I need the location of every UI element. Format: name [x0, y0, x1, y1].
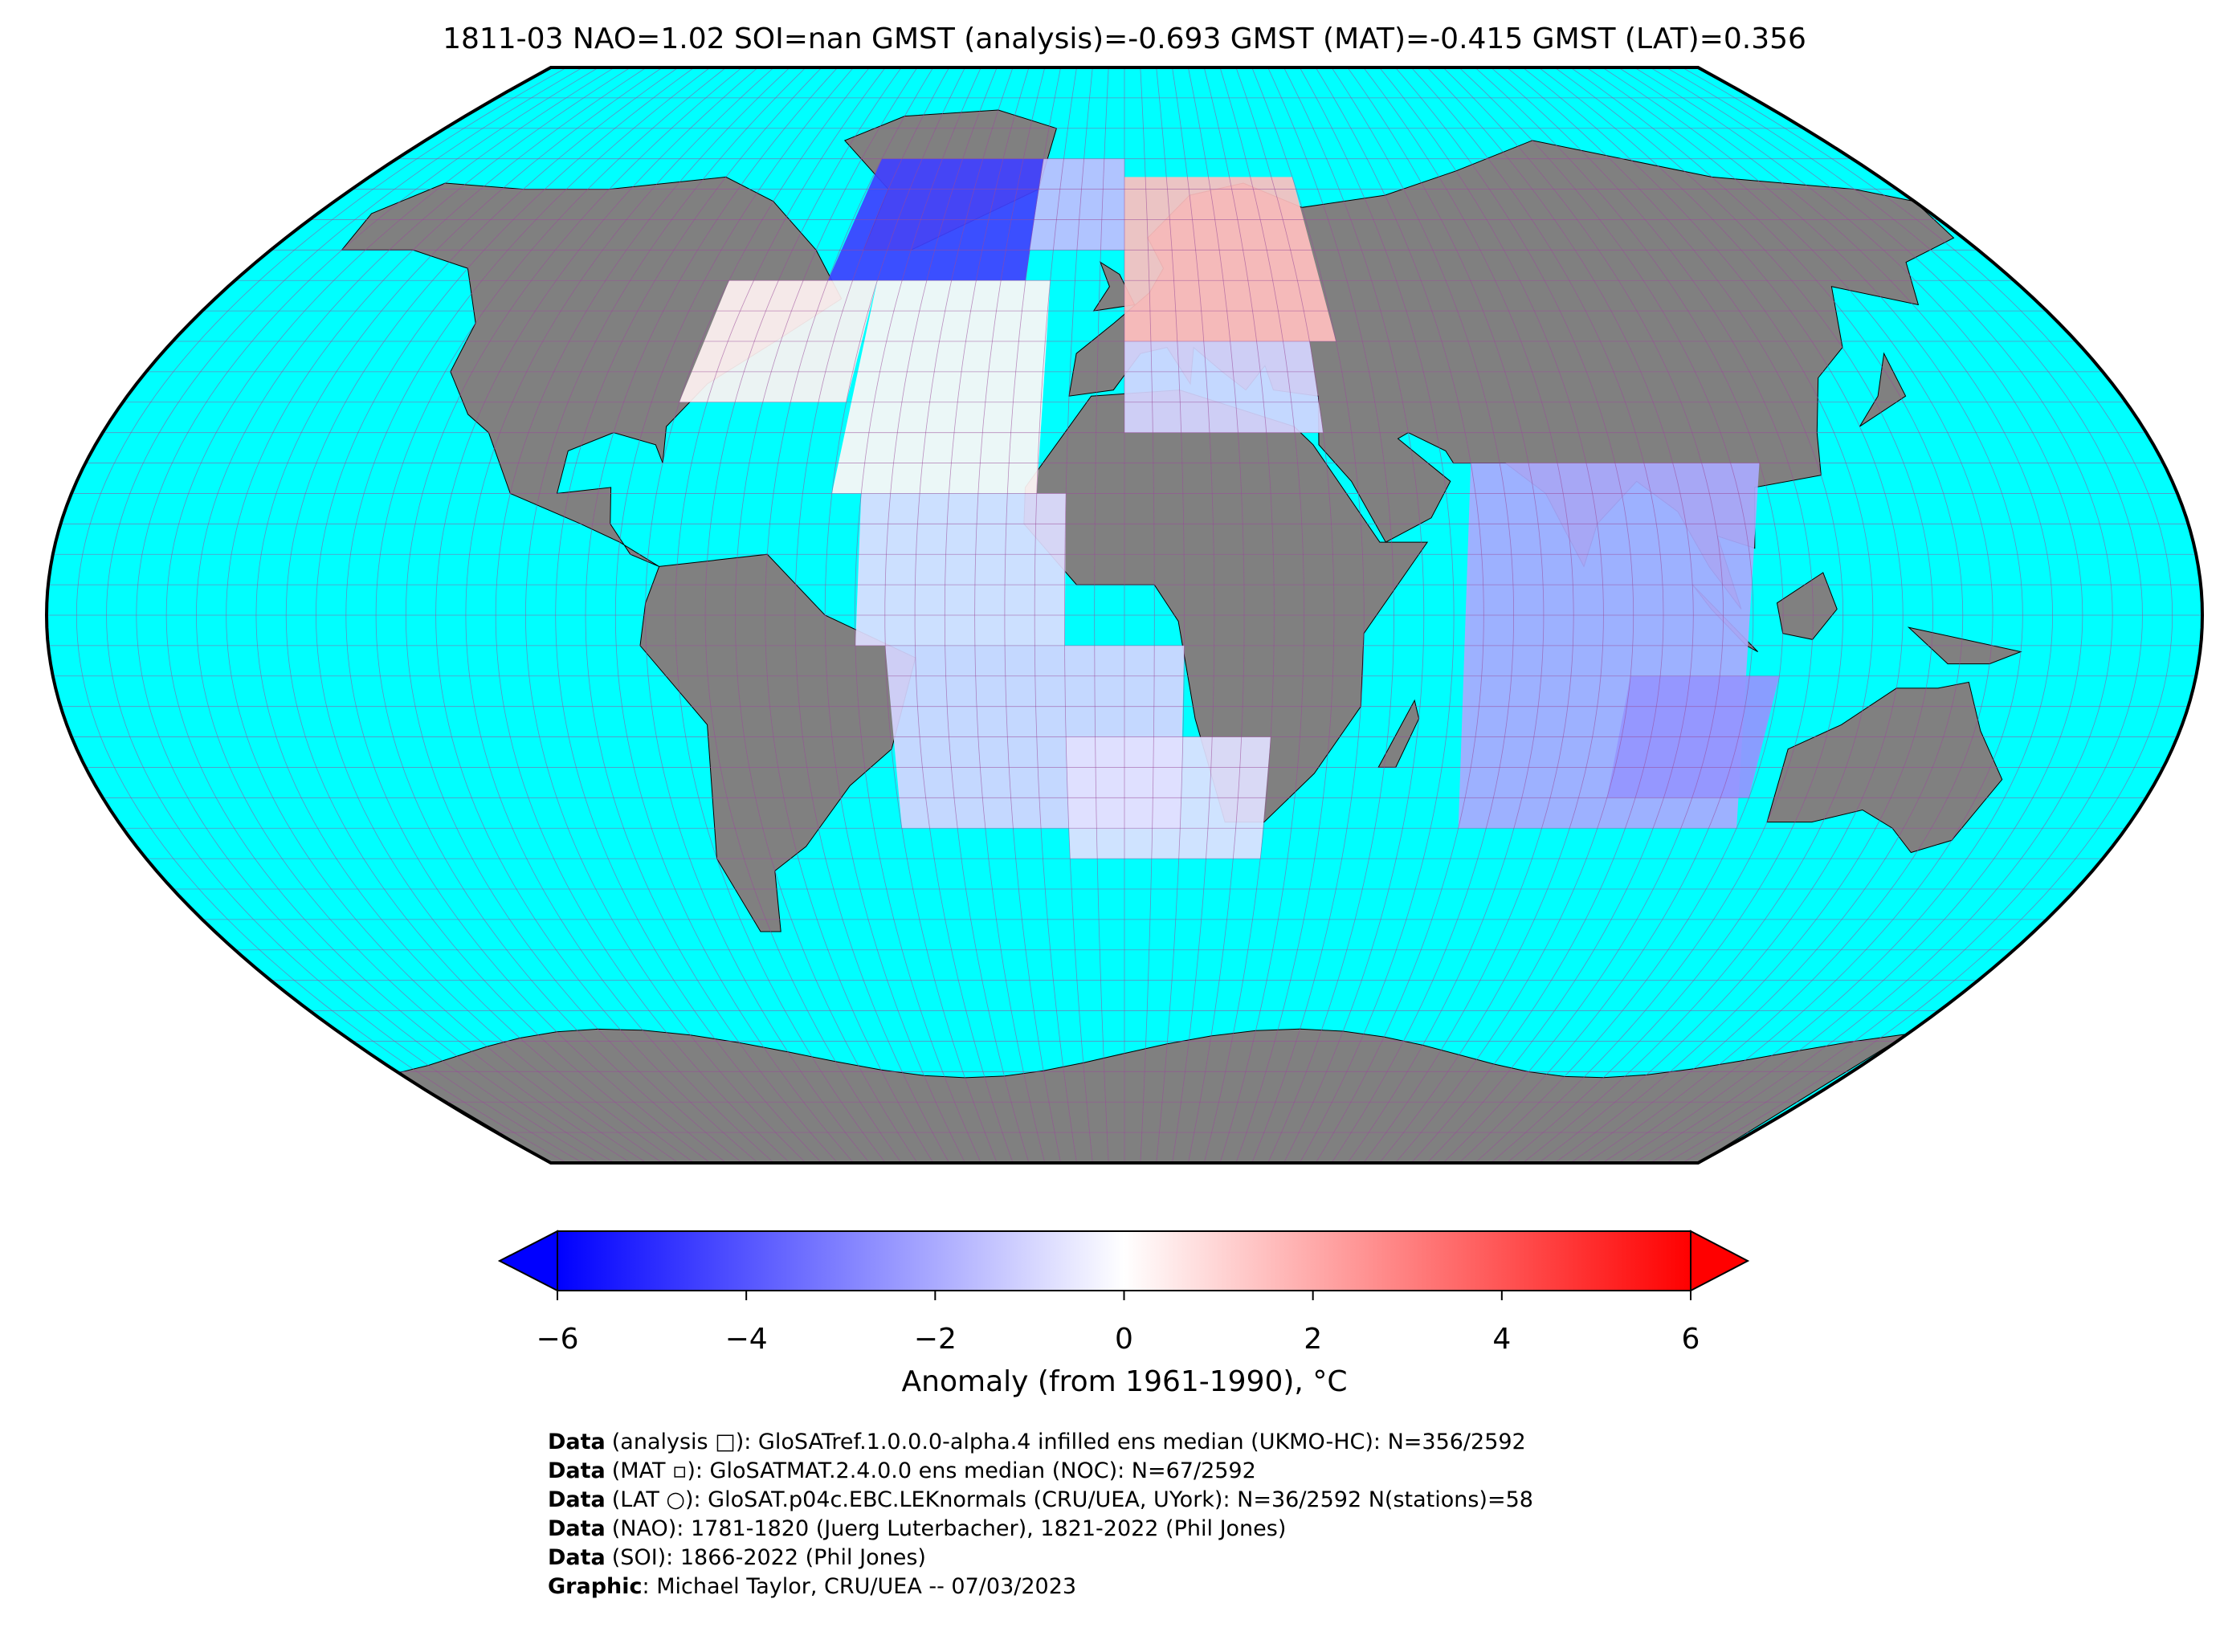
- footer-text: (NAO): 1781-1820 (Juerg Luterbacher), 18…: [612, 1516, 1287, 1541]
- footer-line: Data (NAO): 1781-1820 (Juerg Luterbacher)…: [548, 1516, 1286, 1541]
- footer-text: (analysis □): GloSATref.1.0.0.0-alpha.4 …: [612, 1430, 1526, 1454]
- land: [1859, 352, 1907, 427]
- footer-text: (LAT ○): GloSAT.p04c.EBC.LEKnormals (CRU…: [612, 1487, 1533, 1512]
- footer-label: Data: [548, 1458, 606, 1483]
- footer-line: Graphic: Michael Taylor, CRU/UEA -- 07/0…: [548, 1574, 1076, 1599]
- anomaly-cell: [831, 280, 1051, 494]
- colorbar-tick-label: −4: [725, 1323, 768, 1356]
- footer-text: (MAT ▫): GloSATMAT.2.4.0.0 ens median (N…: [612, 1458, 1256, 1483]
- map: [44, 66, 2205, 1165]
- colorbar-extend-high: [1690, 1230, 1750, 1292]
- anomaly-cell: [1029, 158, 1124, 251]
- colorbar-tick-label: 2: [1304, 1323, 1322, 1356]
- colorbar-tick-label: −2: [914, 1323, 957, 1356]
- colorbar-label: Anomaly (from 1961-1990), °C: [902, 1365, 1348, 1398]
- footer-label: Graphic: [548, 1574, 643, 1599]
- footer: Data (analysis □): GloSATref.1.0.0.0-alph…: [548, 1430, 1533, 1599]
- anomaly-cell: [855, 493, 1067, 646]
- footer-label: Data: [548, 1516, 606, 1541]
- anomaly-cell: [1124, 341, 1324, 433]
- footer-label: Data: [548, 1545, 606, 1570]
- title: 1811-03 NAO=1.02 SOI=nan GMST (analysis)…: [443, 22, 1806, 55]
- colorbar-tick-label: 4: [1492, 1323, 1511, 1356]
- footer-label: Data: [548, 1487, 606, 1512]
- map-border: [44, 66, 2205, 1165]
- colorbar-gradient: [557, 1230, 1691, 1291]
- land: [1776, 572, 1838, 640]
- footer-label: Data: [548, 1430, 606, 1454]
- footer-text: : Michael Taylor, CRU/UEA -- 07/03/2023: [643, 1574, 1077, 1599]
- footer-line: Data (LAT ○): GloSAT.p04c.EBC.LEKnormals …: [548, 1487, 1533, 1512]
- colorbar-tick-label: −6: [536, 1323, 578, 1356]
- footer-text: (SOI): 1866-2022 (Phil Jones): [612, 1545, 926, 1570]
- colorbar-tick-label: 6: [1682, 1323, 1700, 1356]
- footer-line: Data (SOI): 1866-2022 (Phil Jones): [548, 1545, 926, 1570]
- footer-line: Data (analysis □): GloSATref.1.0.0.0-alph…: [548, 1430, 1526, 1454]
- anomaly-cell: [1124, 177, 1336, 341]
- footer-line: Data (MAT ▫): GloSATMAT.2.4.0.0 ens media…: [548, 1458, 1256, 1483]
- colorbar-extend-low: [497, 1230, 558, 1292]
- colorbar-tick-label: 0: [1115, 1323, 1133, 1356]
- colorbar: −6 −4 −2 0 2 4 6: [497, 1230, 1750, 1356]
